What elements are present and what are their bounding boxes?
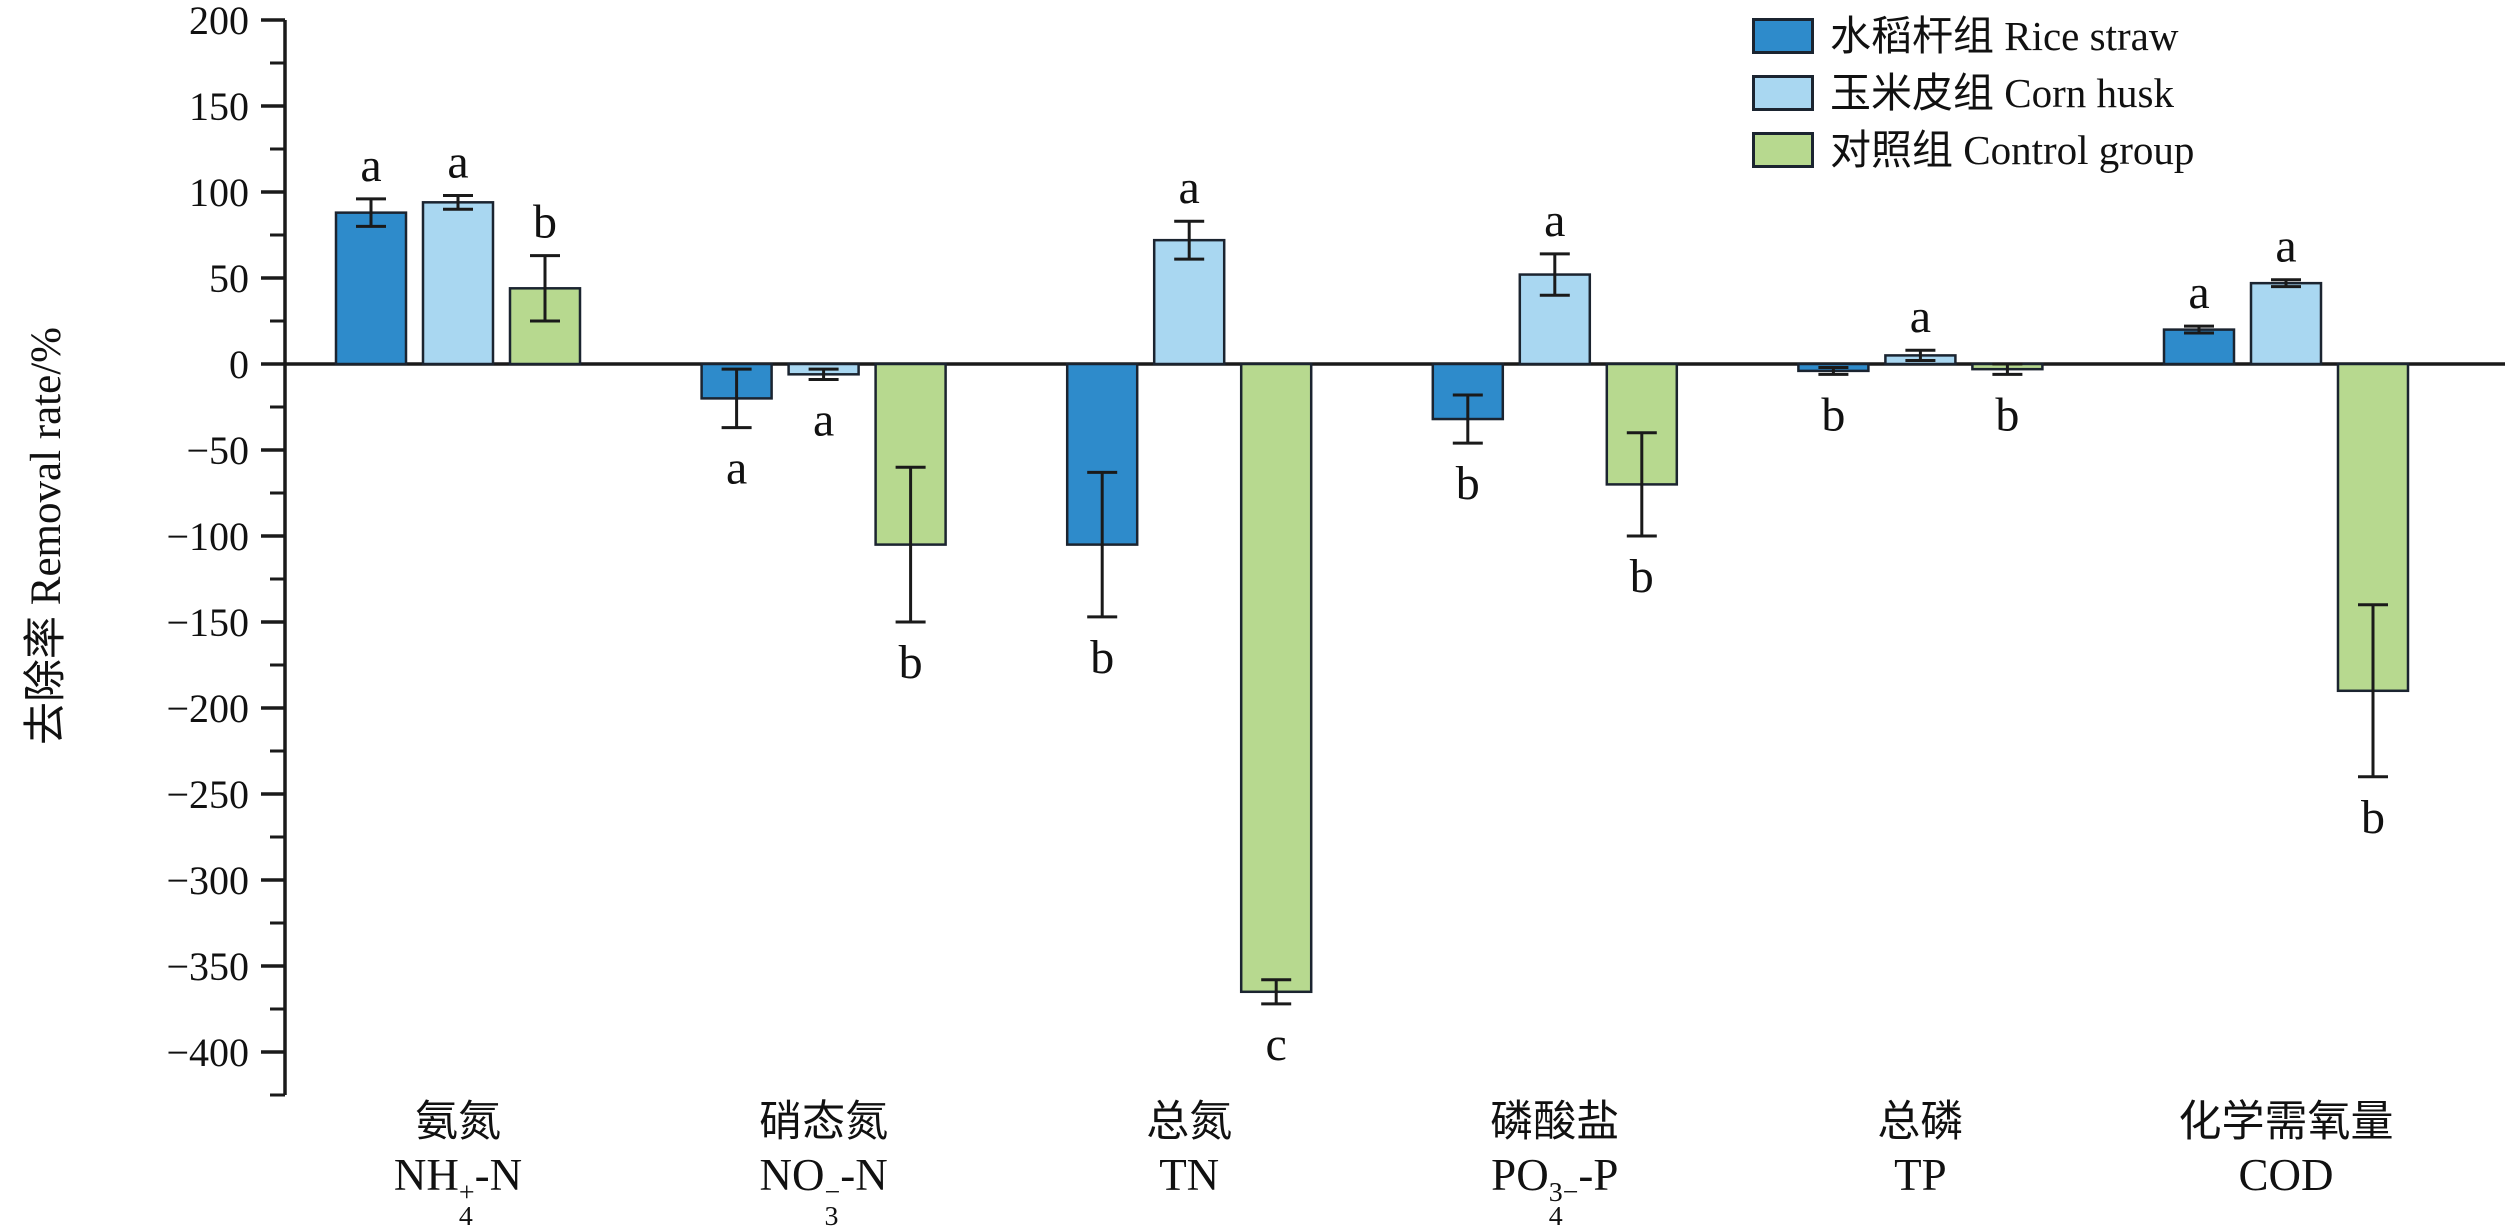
significance-letter: a — [447, 135, 468, 188]
legend-label-control-group: 对照组 Control group — [1830, 126, 2195, 173]
legend-item-control-group: 对照组 Control group — [1752, 128, 2194, 172]
significance-letter: a — [2275, 220, 2296, 273]
significance-letter: b — [1090, 631, 1114, 684]
y-tick-label: −400 — [166, 1030, 249, 1075]
category-label-zh: 总氮 — [1146, 1099, 1233, 1146]
category-label-formula: TN — [1159, 1149, 1220, 1200]
legend-item-rice-straw: 水稻杆组 Rice straw — [1752, 14, 2194, 58]
y-axis-title: 去除率 Removal rate/% — [22, 327, 70, 745]
y-tick-label: 200 — [189, 0, 249, 43]
formula-subsup: −3 — [824, 1177, 841, 1232]
category-label-zh: 总磷 — [1877, 1099, 1964, 1146]
significance-letter: a — [1910, 290, 1931, 343]
legend-swatch-control-group — [1752, 132, 1814, 168]
legend-swatch-corn-husk — [1752, 75, 1814, 111]
category-label-zh: 氨氮 — [415, 1099, 501, 1146]
formula-subsup: 3− 4 — [1548, 1177, 1579, 1232]
significance-letter: a — [813, 393, 834, 446]
legend: 水稻杆组 Rice straw 玉米皮组 Corn husk 对照组 Contr… — [1752, 14, 2194, 172]
category-label: 氨氮 NH +4 -N — [288, 1096, 628, 1232]
y-tick-label: 100 — [189, 170, 249, 215]
significance-letter: a — [726, 442, 747, 495]
category-label: 化学需氧量 COD — [2116, 1096, 2456, 1202]
significance-letter: b — [1995, 388, 2019, 441]
category-label: 磷酸盐 PO 3− 4 -P — [1385, 1096, 1725, 1232]
significance-letter: a — [1544, 194, 1565, 247]
legend-item-corn-husk: 玉米皮组 Corn husk — [1752, 71, 2194, 115]
y-tick-label: −200 — [166, 686, 249, 731]
significance-letter: b — [1456, 457, 1480, 510]
category-label: 总磷 TP — [1750, 1096, 2090, 1202]
y-tick-label: 50 — [209, 256, 249, 301]
y-tick-label: 0 — [229, 342, 249, 387]
y-tick-label: −350 — [166, 944, 249, 989]
category-label-zh: 化学需氧量 — [2178, 1099, 2394, 1146]
y-tick-label: −150 — [166, 600, 249, 645]
y-tick-label: −250 — [166, 772, 249, 817]
category-label: 总氮 TN — [1019, 1096, 1359, 1202]
bar — [2336, 362, 2410, 693]
category-label-formula: NH +4 -N — [393, 1149, 523, 1232]
legend-label-rice-straw: 水稻杆组 Rice straw — [1830, 12, 2179, 59]
significance-letter: a — [2188, 266, 2209, 319]
category-label-formula: PO 3− 4 -P — [1491, 1149, 1619, 1232]
category-label-zh: 硝态氮 — [759, 1099, 889, 1146]
significance-letter: b — [1821, 388, 1845, 441]
category-label-formula: TP — [1894, 1149, 1947, 1200]
category-label-formula: NO −3 -N — [759, 1149, 888, 1232]
bar — [334, 211, 408, 366]
y-tick-label: −100 — [166, 514, 249, 559]
category-label-formula: COD — [2238, 1149, 2334, 1200]
significance-letter: a — [1179, 161, 1200, 214]
legend-swatch-rice-straw — [1752, 18, 1814, 54]
bar — [2162, 328, 2236, 366]
bar — [2249, 281, 2323, 366]
significance-letter: b — [899, 636, 923, 689]
legend-label-corn-husk: 玉米皮组 Corn husk — [1830, 69, 2174, 116]
y-axis: 200 150 100 50 0 −50 −100 −150 −200 −250 −300 −350 −… — [166, 0, 287, 1097]
significance-letter: b — [1630, 550, 1654, 603]
y-tick-label: 150 — [189, 84, 249, 129]
bars-group: a a b a a b b a c b a b b a b a a b — [334, 135, 2410, 1071]
category-label-zh: 磷酸盐 — [1490, 1099, 1620, 1146]
formula-subsup: +4 — [458, 1177, 475, 1232]
bar — [1239, 362, 1313, 994]
significance-letter: c — [1266, 1018, 1287, 1071]
bar — [1152, 238, 1226, 366]
y-tick-label: −50 — [186, 428, 249, 473]
significance-letter: a — [360, 139, 381, 192]
significance-letter: b — [533, 196, 557, 249]
bar — [421, 201, 495, 366]
significance-letter: b — [2361, 791, 2385, 844]
category-label: 硝态氮 NO −3 -N — [654, 1096, 994, 1232]
y-tick-label: −300 — [166, 858, 249, 903]
